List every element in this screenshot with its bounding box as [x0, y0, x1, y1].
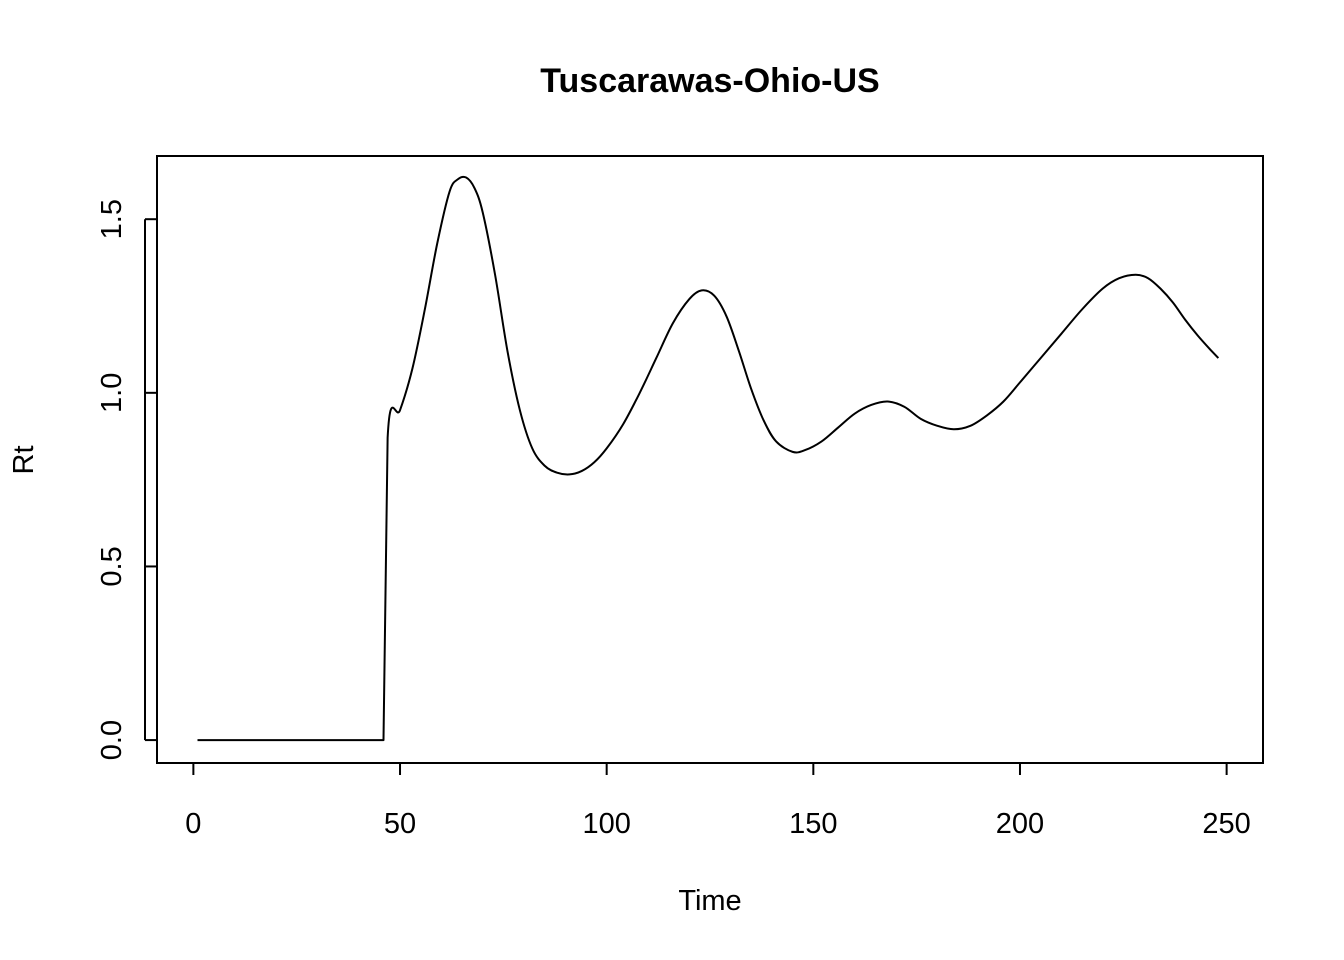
x-tick-label: 250	[1202, 808, 1250, 840]
series-line	[197, 175, 1220, 742]
x-axis: 0 50 100 150 200 250	[185, 762, 1251, 840]
x-tick-label: 100	[582, 808, 630, 840]
y-tick-label: 1.0	[96, 373, 128, 413]
y-tick-label: 1.5	[96, 199, 128, 239]
x-tick-label: 200	[996, 808, 1044, 840]
y-axis: 0.0 0.5 1.0 1.5	[96, 199, 156, 760]
y-tick-label: 0.5	[96, 546, 128, 586]
x-axis-label: Time	[678, 885, 741, 917]
y-tick-label: 0.0	[96, 720, 128, 760]
x-tick-label: 0	[185, 808, 201, 840]
y-axis-label: Rt	[8, 446, 40, 475]
plot-frame	[156, 155, 1264, 764]
x-tick-label: 150	[789, 808, 837, 840]
chart-title: Tuscarawas-Ohio-US	[540, 62, 879, 100]
x-tick-label: 50	[384, 808, 416, 840]
